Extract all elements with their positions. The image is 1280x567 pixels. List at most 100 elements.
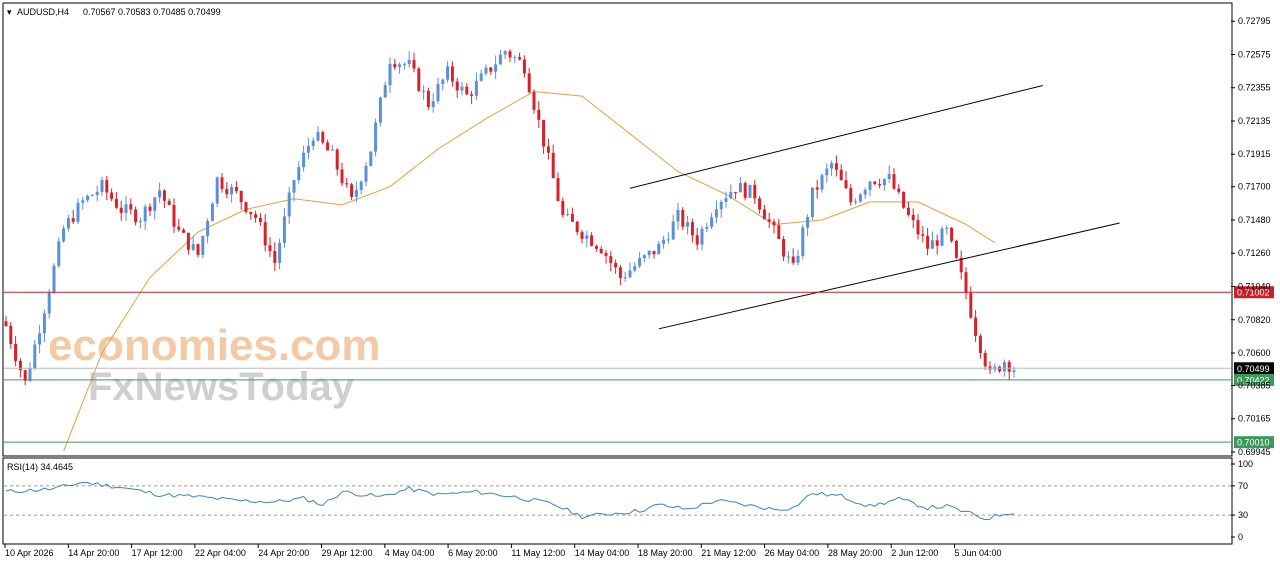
candle-body xyxy=(90,195,94,197)
candle xyxy=(695,228,699,250)
candle xyxy=(220,172,224,193)
candle-body xyxy=(906,207,910,215)
price-tag-label: 0.70010 xyxy=(1237,438,1270,448)
candle xyxy=(4,316,8,327)
candle xyxy=(561,197,565,218)
candle xyxy=(983,350,987,371)
candle-body xyxy=(9,325,13,345)
candle-body xyxy=(388,63,392,86)
candle xyxy=(28,362,32,383)
candle xyxy=(935,234,939,255)
candle-body xyxy=(830,163,834,169)
candle xyxy=(38,324,42,354)
candle-body xyxy=(215,177,219,204)
candle xyxy=(638,251,642,268)
time-axis: 10 Apr 2026 14 Apr 20:00 17 Apr 12:00 22 Ap… xyxy=(4,544,1002,558)
candle-body xyxy=(882,179,886,186)
candle xyxy=(887,165,891,183)
candle-body xyxy=(772,221,776,226)
candle-body xyxy=(287,192,291,217)
candle-body xyxy=(767,219,771,222)
candle xyxy=(431,92,435,113)
candle-body xyxy=(244,202,248,212)
candle-body xyxy=(503,51,507,55)
candle xyxy=(714,200,718,224)
candle-body xyxy=(614,262,618,268)
candle-body xyxy=(326,142,330,151)
candle xyxy=(825,163,829,183)
candle-body xyxy=(657,243,661,255)
candle-body xyxy=(537,109,541,120)
candle-body xyxy=(633,266,637,271)
candle-body xyxy=(14,344,18,361)
candle xyxy=(335,147,339,176)
candle xyxy=(556,172,560,202)
candle xyxy=(758,196,762,214)
candle-body xyxy=(129,204,133,210)
candle-body xyxy=(566,213,570,216)
candle-body xyxy=(66,218,70,229)
candle xyxy=(158,182,162,203)
candle-body xyxy=(38,333,42,345)
candle-body xyxy=(249,211,253,215)
candle-body xyxy=(234,186,238,192)
time-tick-label: 11 May 12:00 xyxy=(511,548,565,558)
resistance-price-tag: 0.71002 xyxy=(1234,286,1274,299)
channel-lower-line[interactable] xyxy=(658,222,1120,330)
candle-body xyxy=(71,218,75,222)
candle xyxy=(513,55,517,63)
candle xyxy=(690,218,694,243)
candle xyxy=(686,215,690,235)
candle xyxy=(921,226,925,243)
candle-body xyxy=(489,67,493,72)
candle-body xyxy=(575,221,579,233)
candle xyxy=(546,138,550,160)
candle xyxy=(729,184,733,200)
candle xyxy=(383,81,387,98)
candle-body xyxy=(887,174,891,180)
candle xyxy=(86,194,90,203)
candle xyxy=(767,212,771,228)
candle-body xyxy=(974,317,978,336)
candle xyxy=(642,254,646,263)
price-tick-label: 0.71915 xyxy=(1238,149,1271,159)
candle-body xyxy=(686,222,690,227)
candle xyxy=(777,218,781,240)
collapse-arrow-icon[interactable]: ▾ xyxy=(7,7,12,17)
candle-body xyxy=(585,235,589,239)
candle-body xyxy=(854,201,858,203)
candle xyxy=(950,226,954,243)
candle-body xyxy=(417,68,421,91)
candle-body xyxy=(580,232,584,239)
candle-body xyxy=(81,200,85,203)
candle xyxy=(33,340,37,370)
candle xyxy=(287,186,291,224)
candle-body xyxy=(964,272,968,293)
price-tag-label: 0.70499 xyxy=(1237,364,1270,374)
candle-body xyxy=(345,183,349,185)
candle xyxy=(479,69,483,82)
candle xyxy=(868,180,872,197)
candle xyxy=(114,192,118,209)
candle xyxy=(791,248,795,265)
candle xyxy=(105,175,109,201)
candle xyxy=(100,176,104,196)
watermark-fxnewstoday: FxNewsToday xyxy=(88,365,355,409)
time-tick-label: 26 May 04:00 xyxy=(765,548,820,558)
candle xyxy=(398,62,402,74)
time-tick-label: 18 May 20:00 xyxy=(638,548,693,558)
candle-body xyxy=(86,195,90,201)
candle xyxy=(359,180,363,195)
candle xyxy=(422,85,426,100)
candle-body xyxy=(556,178,560,201)
candle-body xyxy=(777,225,781,240)
candle-body xyxy=(734,192,738,194)
time-tick-label: 10 Apr 2026 xyxy=(5,548,54,558)
candle xyxy=(292,179,296,202)
price-tick-label: 0.70600 xyxy=(1238,348,1271,358)
candle-body xyxy=(220,177,224,189)
channel-upper-line[interactable] xyxy=(629,84,1043,189)
candle xyxy=(959,250,963,280)
candle-body xyxy=(604,253,608,257)
